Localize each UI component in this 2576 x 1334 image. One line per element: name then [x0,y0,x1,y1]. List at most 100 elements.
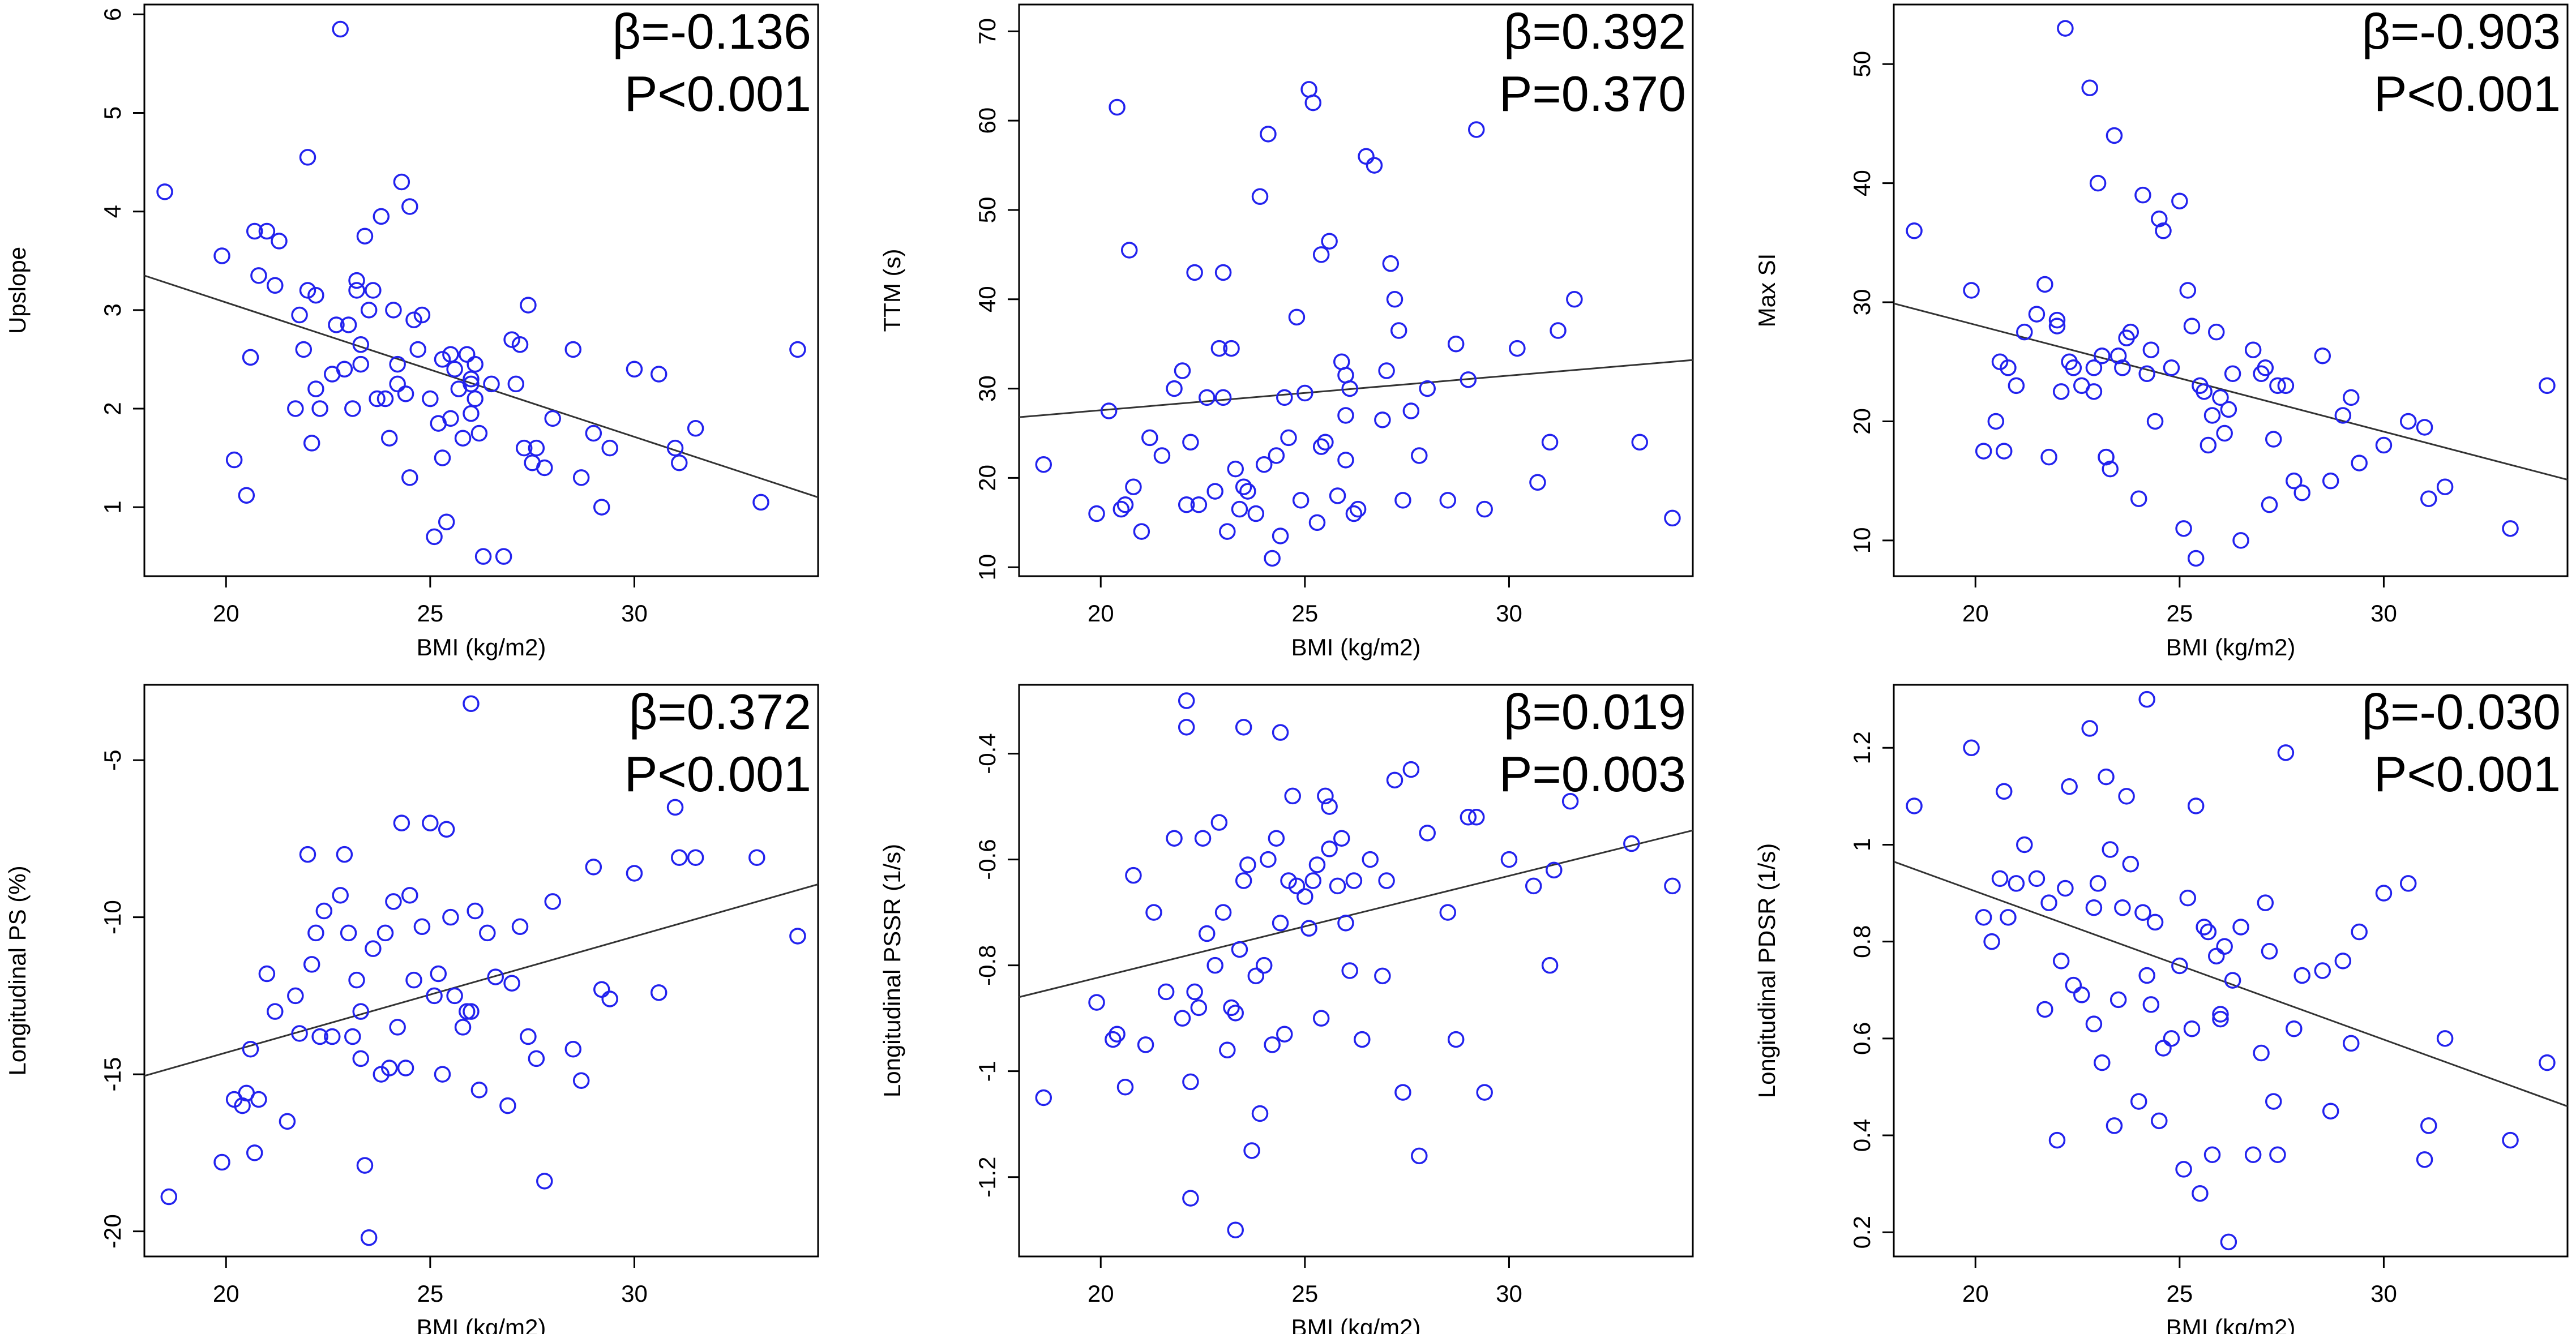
x-tick-label: 30 [2370,600,2397,627]
data-point [389,1019,406,1036]
data-point [1983,933,2000,950]
data-point [242,1040,259,1058]
data-point [2343,389,2360,406]
data-point [1296,888,1313,905]
data-point [393,173,410,191]
data-point [2106,1117,2123,1134]
data-point [544,893,561,910]
data-point [2196,383,2213,400]
data-point [2057,20,2074,37]
data-point [1243,1142,1260,1159]
data-point [2052,383,2070,400]
plot-frame [1018,3,1694,577]
y-axis-title: TTM (s) [879,249,905,332]
data-point [1345,505,1363,522]
data-point [1178,719,1195,736]
data-point [2163,1030,2180,1047]
data-point [511,918,529,936]
data-point [238,487,255,504]
data-point [1333,830,1350,847]
data-point [1235,719,1252,736]
y-axis-title: Longitudinal PDSR (1/s) [1753,843,1780,1099]
data-point [250,1091,267,1108]
y-tick-label: 0.2 [1848,1216,1875,1249]
data-point [380,430,398,447]
data-point [2028,870,2046,887]
data-point [2539,377,2556,394]
x-axis-title: BMI (kg/m2) [417,1314,546,1334]
data-point [585,859,602,876]
data-point [1194,830,1212,847]
data-point [1631,434,1648,451]
data-point [299,282,316,299]
data-point [2277,744,2295,761]
data-point [1390,322,1407,339]
data-point [434,351,451,368]
data-point [2142,996,2160,1013]
data-point [2138,365,2155,383]
data-point [1035,456,1052,473]
data-point [1460,371,1477,388]
data-point [1141,429,1158,447]
data-point [1321,233,1338,250]
data-point [426,987,443,1005]
data-point [1312,438,1330,455]
data-point [483,375,500,393]
data-point [442,346,459,363]
data-point [1296,384,1313,402]
panel-longitudinal-pssr: 20 25 30 -1.2 -1 -0.8 -0.6 -0.4 BMI (kg/m2) Longi… [879,684,1694,1334]
y-axis-title: Longitudinal PS (%) [4,865,31,1075]
y-tick-label: 3 [99,303,126,316]
data-point [2048,1131,2066,1149]
data-point [2183,1020,2201,1037]
x-tick-label: 25 [2166,600,2193,627]
data-point [1280,872,1297,889]
data-point [2212,389,2229,406]
data-point [1219,523,1236,540]
data-point [2351,923,2368,941]
plot-frame [1893,684,2569,1258]
y-tick-label: 0.8 [1848,925,1875,958]
data-point [422,390,439,408]
y-axis-title: Max SI [1753,254,1780,328]
y-tick-label: 30 [1848,289,1875,316]
data-point [2293,967,2310,984]
data-point [291,306,308,324]
beta-label: β=-0.030 [2361,684,2561,740]
data-point [1199,389,1216,406]
data-point [303,435,320,452]
data-point [258,965,276,983]
data-point [376,390,394,408]
data-point [1260,851,1277,868]
data-point [2109,347,2127,364]
data-point [1317,787,1334,805]
data-point [1500,851,1518,868]
data-point [397,385,414,402]
data-point [2334,407,2352,424]
data-point [225,451,243,469]
data-point [1308,514,1326,531]
data-point [373,208,390,225]
data-point [626,361,643,378]
data-point [369,390,386,408]
data-point [1186,983,1203,1001]
data-point [1341,962,1358,979]
data-point [1174,1010,1191,1027]
y-tick-label: -5 [99,750,126,771]
data-point [1566,291,1583,308]
data-point [1239,483,1256,500]
y-tick-label: -15 [99,1057,126,1092]
data-point [311,1028,328,1045]
data-point [1210,340,1228,357]
data-point [365,282,382,299]
data-point [2203,1146,2221,1164]
data-point [507,375,525,393]
data-point [687,420,704,437]
p-value-label: P<0.001 [624,746,811,802]
data-point [1255,456,1273,473]
data-point [389,375,406,393]
x-tick-label: 25 [417,1280,443,1307]
data-point [2118,788,2135,805]
data-point [1268,830,1285,847]
data-point [1231,941,1248,958]
